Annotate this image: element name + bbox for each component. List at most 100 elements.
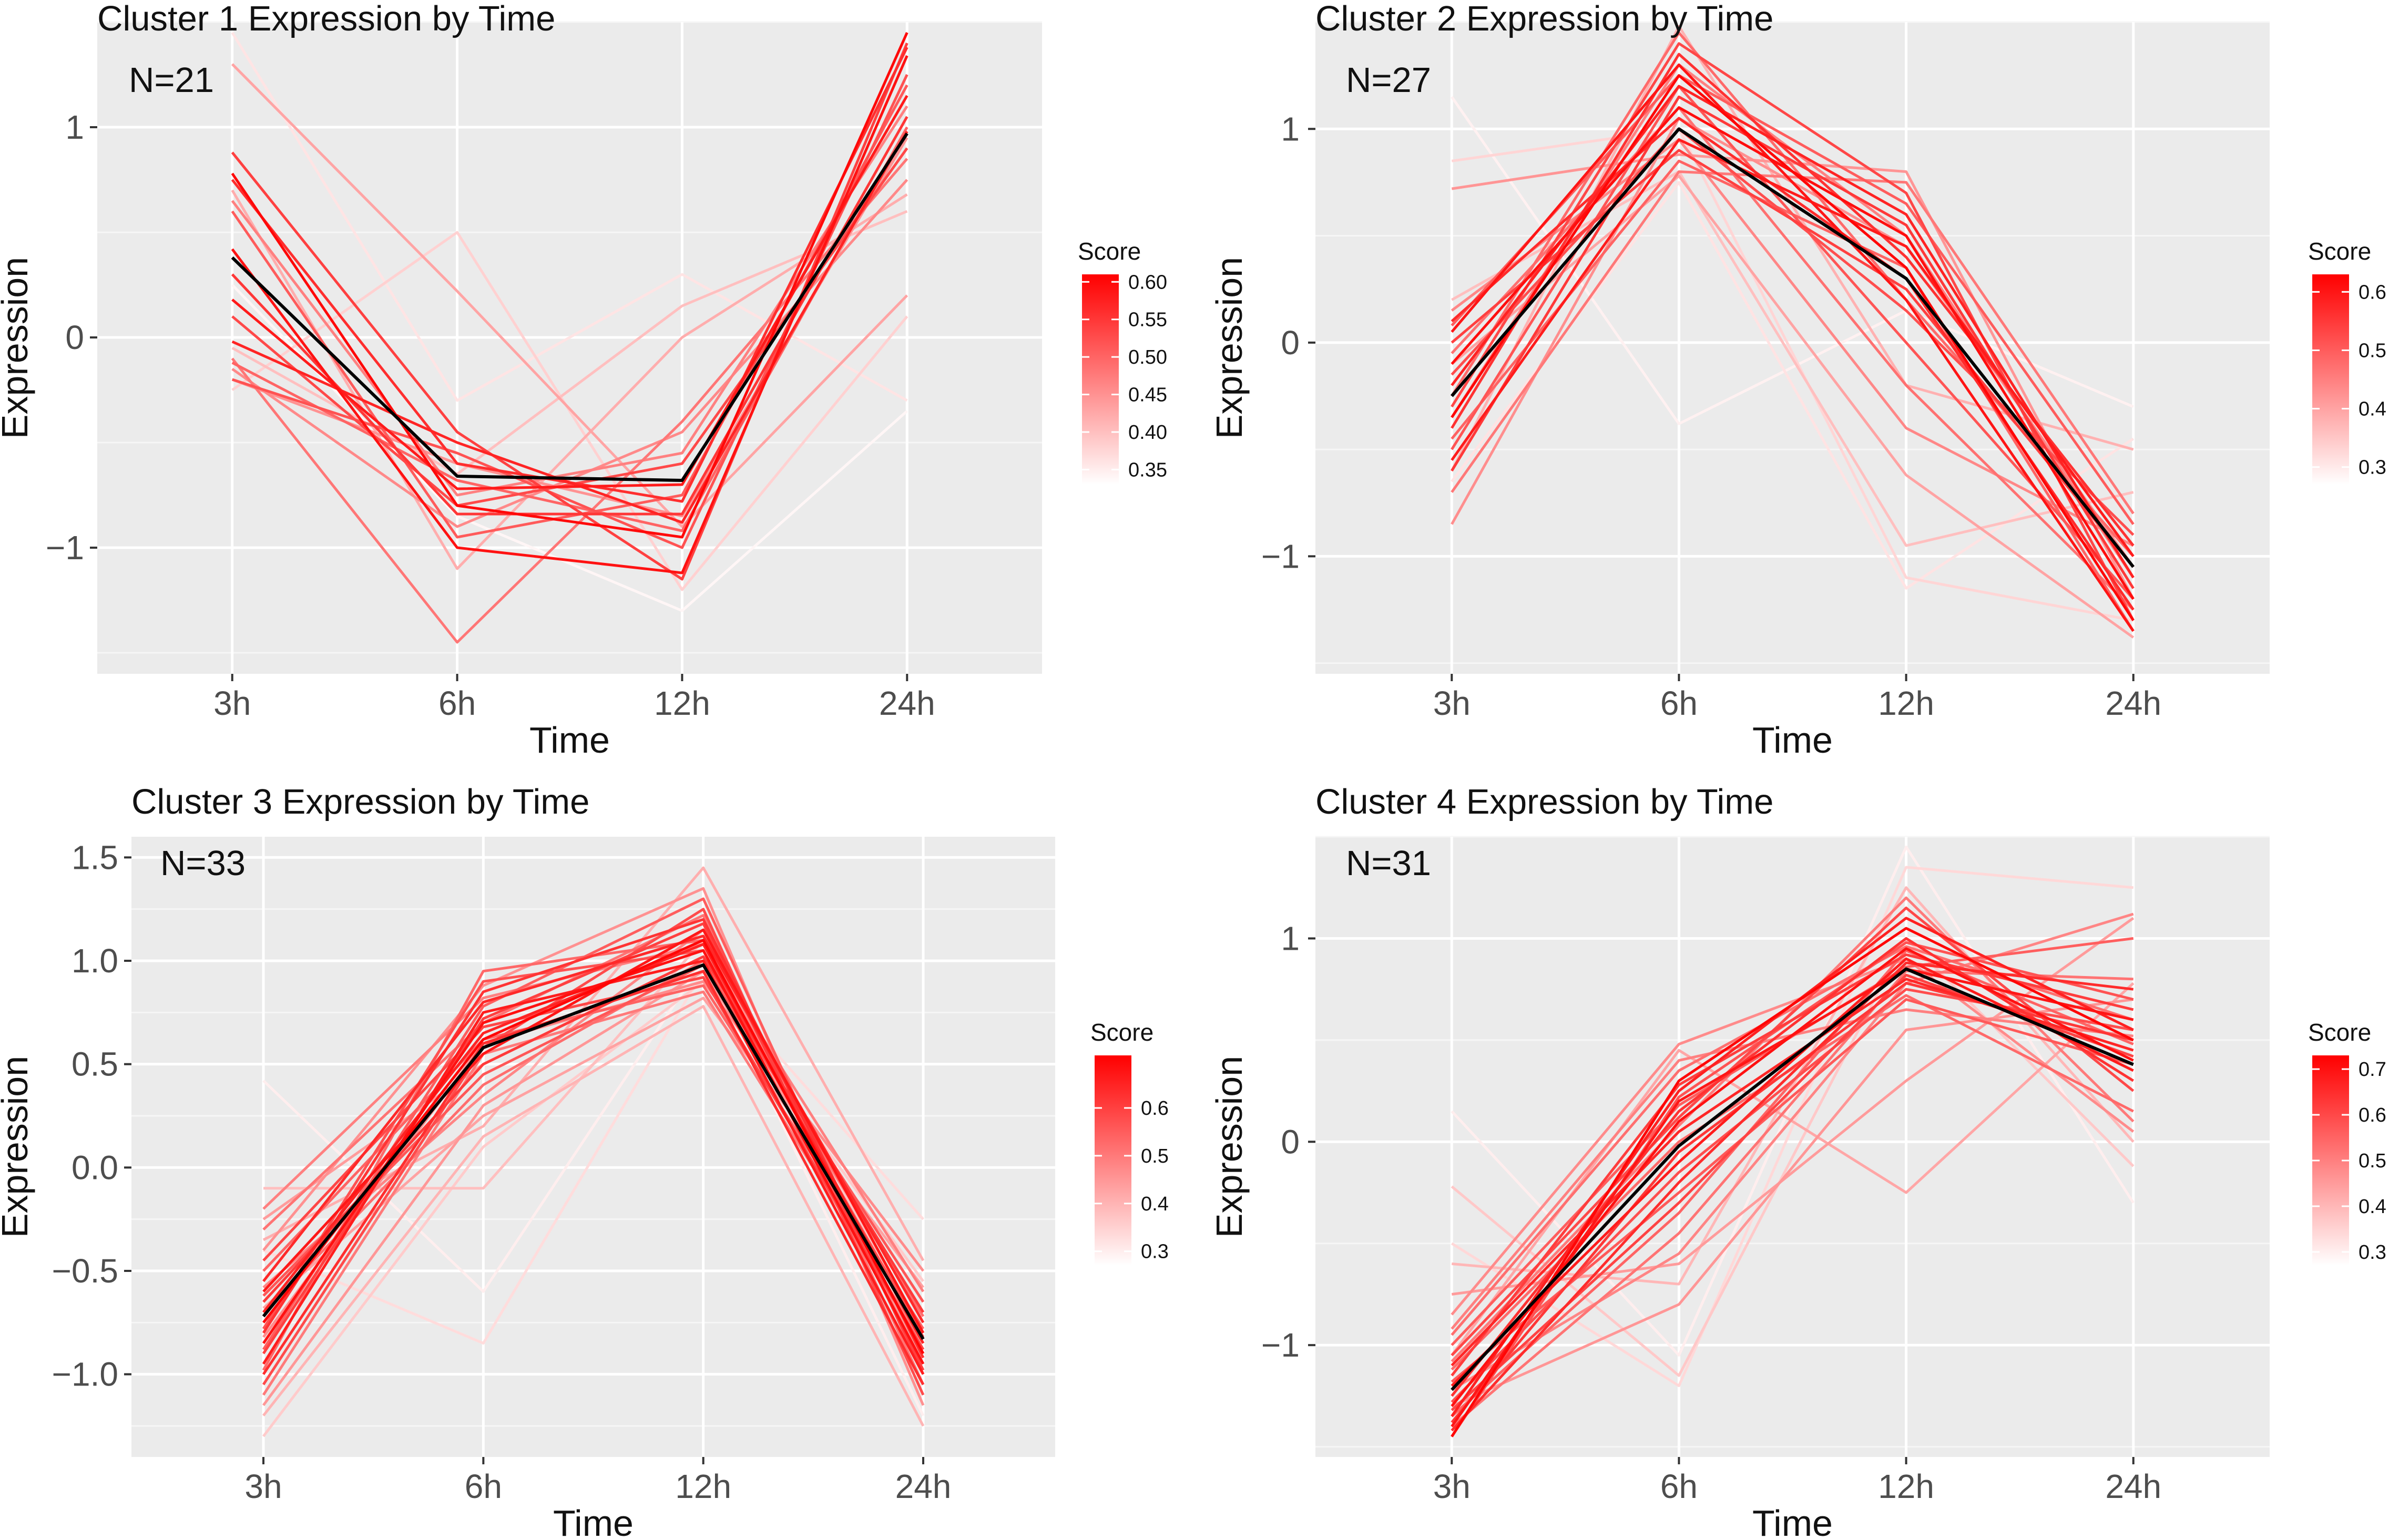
legend-title: Score: [2308, 238, 2371, 265]
series-line: [1451, 957, 2135, 1316]
legend-title: Score: [2308, 1019, 2371, 1046]
series-line: [1451, 912, 2134, 1391]
y-tick-label: 1.5: [72, 838, 118, 876]
y-tick-label: 1: [65, 108, 84, 146]
plot-background: [97, 22, 1042, 674]
panel-title: Cluster 4 Expression by Time: [1315, 782, 1773, 822]
y-tick-label: −1: [1261, 537, 1300, 575]
legend-tick-label: 0.6: [1141, 1097, 1169, 1120]
legend-tick-label: 0.3: [2359, 457, 2386, 479]
series-line: [1451, 906, 2135, 1357]
n-count-label: N=27: [1346, 60, 1431, 100]
y-tick-label: 1.0: [72, 942, 118, 980]
series-line: [1451, 95, 2135, 589]
mean-line: [1451, 127, 2135, 568]
series-line: [1451, 953, 2134, 1377]
series-line: [1451, 927, 2134, 1438]
y-tick-label: 1: [1281, 110, 1300, 148]
legend-tick-label: 0.5: [1141, 1145, 1169, 1167]
x-tick-label: 6h: [1660, 1467, 1698, 1505]
series-line: [231, 95, 908, 490]
panel-cluster-1: Cluster 1 Expression by Time N=21 −1 0 1 3h 6h…: [0, 0, 1167, 761]
panel-cluster-2: Cluster 2 Expression by Time N=27 −1 0 1 3h 6h…: [1209, 0, 2386, 761]
legend-color-bar: [1095, 1055, 1131, 1266]
legend-color-bar: [2312, 274, 2349, 485]
y-tick-label: −1.0: [52, 1356, 118, 1393]
legend-tick-label: 0.55: [1128, 309, 1167, 331]
score-legend: Score 0.3 0.4 0.5 0.6: [2308, 238, 2386, 485]
legend-tick-label: 0.40: [1128, 422, 1167, 444]
y-axis-title: Expression: [0, 1056, 35, 1238]
legend-tick-label: 0.60: [1128, 271, 1167, 293]
series-line: [263, 970, 924, 1345]
mean-line: [231, 132, 908, 482]
legend-tick-label: 0.5: [2359, 340, 2386, 362]
legend-tick-label: 0.4: [1141, 1193, 1169, 1215]
x-tick-label: 24h: [879, 684, 935, 722]
panel-cluster-4: Cluster 4 Expression by Time N=31 −1 0 1 3h 6h…: [1209, 782, 2386, 1540]
series-line: [1451, 961, 2133, 1432]
x-tick-label: 24h: [2105, 684, 2161, 722]
score-legend: Score 0.35 0.40 0.45 0.50 0.55 0.60: [1078, 238, 1167, 485]
legend-tick-label: 0.3: [1141, 1241, 1169, 1263]
x-axis-title: Time: [553, 1503, 634, 1540]
legend-tick-label: 0.4: [2359, 398, 2386, 420]
y-tick-label: 0: [65, 319, 84, 356]
y-tick-label: −0.5: [52, 1252, 118, 1290]
y-tick-label: −1: [46, 529, 84, 567]
legend-title: Score: [1090, 1019, 1153, 1046]
y-axis-title: Expression: [1209, 1056, 1250, 1238]
legend-title: Score: [1078, 238, 1141, 265]
legend-tick-label: 0.35: [1128, 459, 1167, 481]
x-tick-label: 3h: [1433, 1467, 1471, 1505]
y-axis-title: Expression: [0, 257, 35, 439]
legend-color-bar: [1082, 274, 1119, 485]
y-tick-label: 0: [1281, 324, 1300, 362]
legend-tick-label: 0.3: [2359, 1241, 2386, 1264]
legend-tick-label: 0.7: [2359, 1059, 2386, 1081]
series-line: [1451, 982, 2134, 1423]
legend-tick-label: 0.6: [2359, 281, 2386, 303]
y-tick-label: −1: [1261, 1326, 1300, 1364]
x-axis-title: Time: [1752, 1503, 1833, 1540]
x-tick-label: 6h: [1660, 684, 1698, 722]
n-count-label: N=21: [129, 60, 214, 100]
series-line: [262, 928, 925, 1334]
series-line: [1451, 153, 2135, 600]
x-axis-title: Time: [1752, 720, 1833, 761]
x-tick-label: 12h: [654, 684, 710, 722]
score-legend: Score 0.3 0.4 0.5 0.6 0.7: [2308, 1019, 2386, 1266]
panel-title: Cluster 2 Expression by Time: [1315, 0, 1773, 38]
x-tick-label: 12h: [1878, 1467, 1934, 1505]
x-tick-label: 3h: [1433, 684, 1471, 722]
x-tick-label: 6h: [465, 1467, 502, 1505]
x-tick-label: 12h: [1878, 684, 1934, 722]
y-tick-label: 0.0: [72, 1148, 118, 1186]
score-legend: Score 0.3 0.4 0.5 0.6: [1090, 1019, 1169, 1266]
series-line: [231, 231, 908, 591]
x-tick-label: 3h: [213, 684, 251, 722]
x-axis-title: Time: [529, 720, 610, 761]
legend-tick-label: 0.50: [1128, 346, 1167, 368]
legend-tick-label: 0.5: [2359, 1150, 2386, 1172]
series-line: [1451, 74, 2135, 525]
series-line: [231, 32, 908, 539]
legend-tick-label: 0.6: [2359, 1104, 2386, 1126]
series-line: [1451, 947, 2134, 1407]
series-line: [231, 105, 908, 497]
x-tick-label: 24h: [895, 1467, 952, 1505]
y-tick-label: 0.5: [72, 1045, 118, 1083]
n-count-label: N=33: [160, 844, 246, 883]
series-line: [231, 63, 908, 528]
n-count-label: N=31: [1346, 844, 1431, 883]
series-line: [1451, 106, 2135, 611]
series-line: [1451, 957, 2134, 1387]
series-line: [262, 918, 925, 1359]
y-axis-title: Expression: [1209, 257, 1250, 439]
series-line: [262, 1005, 925, 1427]
series-line: [1451, 127, 2134, 622]
series-line: [231, 32, 908, 402]
mean-line: [1451, 967, 2134, 1391]
panel-title: Cluster 1 Expression by Time: [97, 0, 555, 38]
